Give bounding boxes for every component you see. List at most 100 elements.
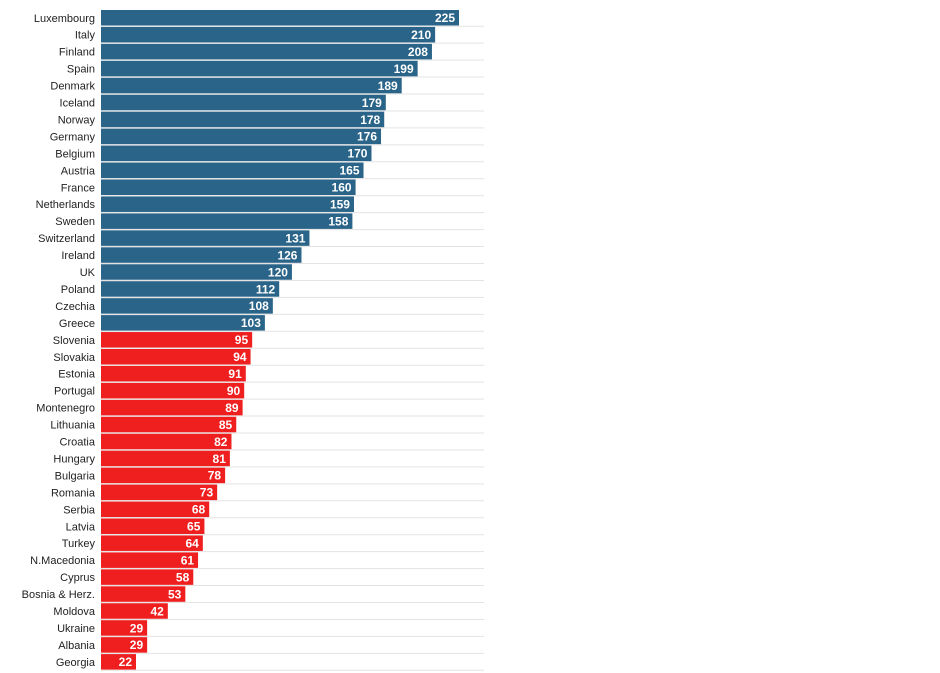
value-label: 64 [185, 537, 199, 551]
category-label: Croatia [60, 437, 96, 449]
bar [101, 382, 245, 399]
value-label: 159 [330, 198, 350, 212]
category-label: Spain [67, 64, 95, 76]
category-label: N.Macedonia [30, 555, 96, 567]
category-label: Sweden [55, 216, 95, 228]
value-label: 179 [362, 96, 382, 110]
value-label: 208 [408, 45, 428, 59]
category-label: Czechia [55, 301, 96, 313]
bar [101, 603, 168, 619]
bar [101, 416, 237, 433]
category-label: Italy [75, 30, 96, 42]
value-label: 108 [249, 299, 269, 313]
bar [101, 315, 265, 331]
category-label: Belgium [55, 148, 95, 160]
value-label: 85 [219, 418, 233, 432]
category-label: Luxembourg [34, 13, 95, 25]
category-label: Latvia [66, 521, 96, 533]
category-label: Serbia [63, 504, 96, 516]
bar [101, 518, 205, 534]
value-label: 81 [213, 452, 227, 466]
value-label: 78 [208, 469, 222, 483]
value-label: 22 [119, 655, 133, 669]
category-label: Bosnia & Herz. [22, 589, 95, 601]
bar [101, 196, 354, 212]
category-label-layer: Luxembourg Italy Finland Spain Denmark Icelan… [22, 13, 96, 669]
bar [101, 111, 385, 128]
value-label: 225 [435, 11, 455, 25]
bar [101, 10, 459, 26]
bar [101, 281, 280, 297]
bar [101, 620, 148, 636]
value-label: 95 [235, 333, 249, 347]
bar [101, 349, 251, 365]
bar [101, 26, 436, 43]
bar [101, 586, 186, 602]
category-label: Ireland [61, 250, 95, 262]
bar [101, 298, 273, 314]
value-label: 89 [225, 401, 239, 415]
value-label: 94 [233, 350, 247, 364]
value-label: 82 [214, 435, 228, 449]
value-label: 42 [150, 604, 164, 618]
bar [101, 450, 230, 467]
bar [101, 654, 136, 670]
value-label: 90 [227, 384, 241, 398]
bar [101, 128, 382, 145]
category-label: Slovenia [53, 335, 96, 347]
value-label: 165 [339, 164, 359, 178]
value-label: 131 [285, 231, 305, 245]
bar [101, 433, 232, 450]
category-label: Hungary [53, 453, 95, 465]
category-label: Switzerland [38, 233, 95, 245]
bar-layer [101, 10, 459, 670]
category-label: France [61, 182, 95, 194]
value-label: 176 [357, 130, 377, 144]
bar [101, 332, 253, 348]
value-label: 160 [332, 181, 352, 195]
value-label: 199 [394, 62, 414, 76]
value-label: 158 [328, 214, 348, 228]
bar [101, 230, 310, 246]
value-label: 112 [256, 282, 276, 296]
value-label: 178 [360, 113, 380, 127]
grid-layer [101, 25, 484, 671]
bar [101, 179, 356, 195]
category-label: Denmark [50, 81, 95, 93]
bar [101, 247, 302, 263]
bar [101, 637, 148, 653]
category-label: Turkey [62, 538, 96, 550]
bar [101, 94, 386, 111]
value-label: 29 [130, 621, 144, 635]
category-label: Bulgaria [55, 470, 96, 482]
bar [101, 399, 243, 416]
value-label: 91 [228, 367, 242, 381]
category-label: Iceland [60, 98, 95, 110]
category-label: Finland [59, 47, 95, 59]
value-label: 53 [168, 587, 182, 601]
category-label: Germany [50, 131, 96, 143]
category-label: UK [80, 267, 96, 279]
bar [101, 501, 210, 518]
bar [101, 213, 353, 229]
value-label: 61 [181, 553, 195, 567]
bar [101, 484, 218, 501]
bar [101, 264, 292, 280]
value-label: 120 [268, 265, 288, 279]
value-label: 58 [176, 570, 190, 584]
bar [101, 467, 226, 484]
bar [101, 77, 402, 94]
category-label: Montenegro [36, 403, 95, 415]
bar [101, 145, 372, 162]
category-label: Georgia [56, 657, 96, 669]
category-label: Portugal [54, 386, 95, 398]
category-label: Greece [59, 318, 95, 330]
category-label: Lithuania [50, 420, 96, 432]
category-label: Albania [58, 640, 96, 652]
category-label: Ukraine [57, 623, 95, 635]
category-label: Norway [58, 114, 96, 126]
value-label: 29 [130, 638, 144, 652]
bar [101, 569, 194, 585]
bar [101, 552, 199, 568]
category-label: Poland [61, 284, 95, 296]
